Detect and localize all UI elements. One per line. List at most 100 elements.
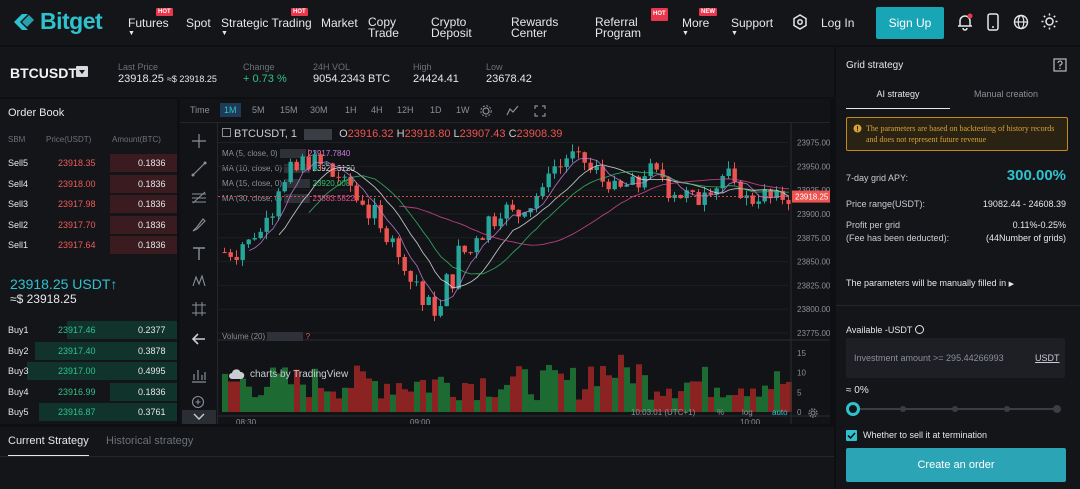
nav-support[interactable]: Support ▼	[731, 16, 773, 37]
manual-note[interactable]: The parameters will be manually filled i…	[846, 278, 1014, 288]
slider-handle[interactable]	[846, 402, 860, 416]
interval-1w[interactable]: 1W	[456, 105, 470, 115]
candle-body	[498, 218, 503, 227]
legend-controls[interactable]	[304, 128, 333, 140]
interval-1d[interactable]: 1D	[430, 105, 442, 115]
volume-bar	[558, 373, 564, 412]
buy-order-row[interactable]: Buy4 23916.99 0.1836	[0, 382, 177, 402]
candle-body	[414, 281, 419, 283]
auto-toggle[interactable]: auto	[772, 408, 788, 417]
nav-futures[interactable]: Futures HOT ▼	[128, 8, 173, 37]
ma30-controls[interactable]	[284, 194, 311, 204]
user-profile-icon[interactable]	[792, 14, 808, 30]
login-link[interactable]: Log In	[821, 16, 855, 30]
info-circle-icon[interactable]	[914, 325, 924, 334]
tradingview-watermark[interactable]: charts by TradingView	[228, 369, 348, 380]
volume-bar	[282, 367, 288, 412]
candle-body	[714, 188, 719, 195]
trendline-icon[interactable]	[191, 161, 207, 177]
logo[interactable]: Bitget	[12, 8, 103, 35]
percent-toggle[interactable]: %	[717, 408, 725, 417]
interval-1m[interactable]: 1M	[220, 103, 241, 117]
nav-spot[interactable]: Spot	[186, 16, 211, 30]
price-chart[interactable]: Time 1M 5M 15M 30M 1H 4H 12H 1D 1W BTCUSDT, 1 O23…	[180, 99, 830, 424]
volume-bar	[714, 387, 720, 412]
volume-bar	[288, 384, 294, 412]
current-price-tag	[792, 190, 830, 203]
interval-4h[interactable]: 4H	[371, 105, 383, 115]
crosshair-icon[interactable]	[191, 133, 207, 149]
fullscreen-icon[interactable]	[534, 105, 546, 117]
candle-body	[642, 176, 647, 188]
log-toggle[interactable]: log	[742, 408, 753, 417]
nav-strategic-trading[interactable]: Strategic Trading HOT ▼	[221, 8, 312, 37]
candle-body	[750, 195, 755, 204]
volume-bar	[720, 397, 726, 412]
sell-order-row[interactable]: Sell5 23918.35 0.1836	[0, 153, 177, 173]
pair-dropdown-icon[interactable]	[76, 66, 88, 77]
volume-bar	[522, 369, 528, 412]
volume-controls[interactable]	[267, 332, 304, 342]
measure-icon[interactable]	[191, 301, 207, 317]
investment-slider[interactable]	[846, 402, 1063, 416]
brush-icon[interactable]	[191, 217, 207, 233]
indicator-settings-icon[interactable]	[480, 105, 492, 117]
nav-copy-trade[interactable]: Copy Trade	[368, 16, 399, 39]
theme-sun-icon[interactable]	[1041, 13, 1058, 30]
tab-historical-strategy[interactable]: Historical strategy	[106, 435, 194, 447]
buy-order-row[interactable]: Buy3 23917.00 0.4995	[0, 361, 177, 381]
volume-bar	[378, 398, 384, 412]
nav-market[interactable]: Market	[321, 16, 358, 30]
time-tick: 08:30	[236, 418, 257, 424]
buy-order-row[interactable]: Buy5 23916.87 0.3761	[0, 402, 177, 422]
investment-input[interactable]: Investment amount >= 295.44266993 USDT	[846, 338, 1065, 378]
low-value: 23678.42	[486, 73, 532, 85]
hot-badge: HOT	[291, 8, 308, 16]
candlestick-plot[interactable]: 23975.0023950.0023925.0023900.0023875.00…	[218, 123, 830, 424]
buy-order-row[interactable]: Buy1 23917.46 0.2377	[0, 320, 177, 340]
chart-settings-icon[interactable]	[808, 408, 818, 418]
slider-value: ≈ 0%	[846, 385, 869, 396]
tab-ai-strategy[interactable]: AI strategy	[846, 89, 950, 109]
bell-icon[interactable]	[957, 13, 973, 31]
scroll-down-button[interactable]	[182, 410, 216, 424]
sell-order-row[interactable]: Sell4 23918.00 0.1836	[0, 174, 177, 194]
volume-bar	[294, 369, 300, 412]
globe-icon[interactable]	[1013, 14, 1029, 30]
buy-order-row[interactable]: Buy2 23917.40 0.3878	[0, 341, 177, 361]
sell-order-row[interactable]: Sell2 23917.70 0.1836	[0, 215, 177, 235]
nav-referral-program[interactable]: Referral Program HOT	[595, 8, 668, 39]
interval-5m[interactable]: 5M	[252, 105, 265, 115]
create-order-button[interactable]: Create an order	[846, 448, 1066, 482]
sell-order-row[interactable]: Sell1 23917.64 0.1836	[0, 235, 177, 255]
nav-rewards-center[interactable]: Rewards Center	[511, 16, 558, 39]
help-icon[interactable]	[1053, 58, 1067, 72]
collapse-left-icon[interactable]	[191, 331, 207, 347]
interval-1h[interactable]: 1H	[345, 105, 357, 115]
sell-order-row[interactable]: Sell3 23917.98 0.1836	[0, 194, 177, 214]
nav-more[interactable]: More NEW ▼	[682, 8, 717, 37]
tab-current-strategy[interactable]: Current Strategy	[8, 435, 89, 457]
volume-bar	[540, 370, 546, 412]
ma5-controls[interactable]	[279, 149, 306, 159]
order-label: Sell3	[8, 199, 29, 209]
pair-selector[interactable]: BTCUSDT	[10, 65, 77, 81]
interval-30m[interactable]: 30M	[310, 105, 328, 115]
text-tool-icon[interactable]	[191, 245, 207, 261]
collapse-legend-icon[interactable]	[222, 128, 231, 137]
pattern-icon[interactable]	[191, 273, 207, 289]
candle-body	[600, 166, 605, 182]
mobile-app-icon[interactable]	[987, 13, 999, 31]
chart-type-icon[interactable]	[190, 366, 208, 384]
zoom-in-icon[interactable]	[191, 395, 205, 409]
order-label: Sell2	[8, 219, 29, 230]
interval-15m[interactable]: 15M	[280, 105, 298, 115]
indicators-icon[interactable]	[506, 105, 519, 117]
interval-12h[interactable]: 12H	[397, 105, 414, 115]
volume-bar	[234, 381, 240, 412]
fib-icon[interactable]	[191, 189, 207, 205]
sell-at-termination-checkbox[interactable]	[846, 430, 857, 441]
tab-manual-creation[interactable]: Manual creation	[973, 89, 1039, 99]
nav-crypto-deposit[interactable]: Crypto Deposit	[431, 16, 472, 39]
signup-button[interactable]: Sign Up	[876, 7, 944, 39]
